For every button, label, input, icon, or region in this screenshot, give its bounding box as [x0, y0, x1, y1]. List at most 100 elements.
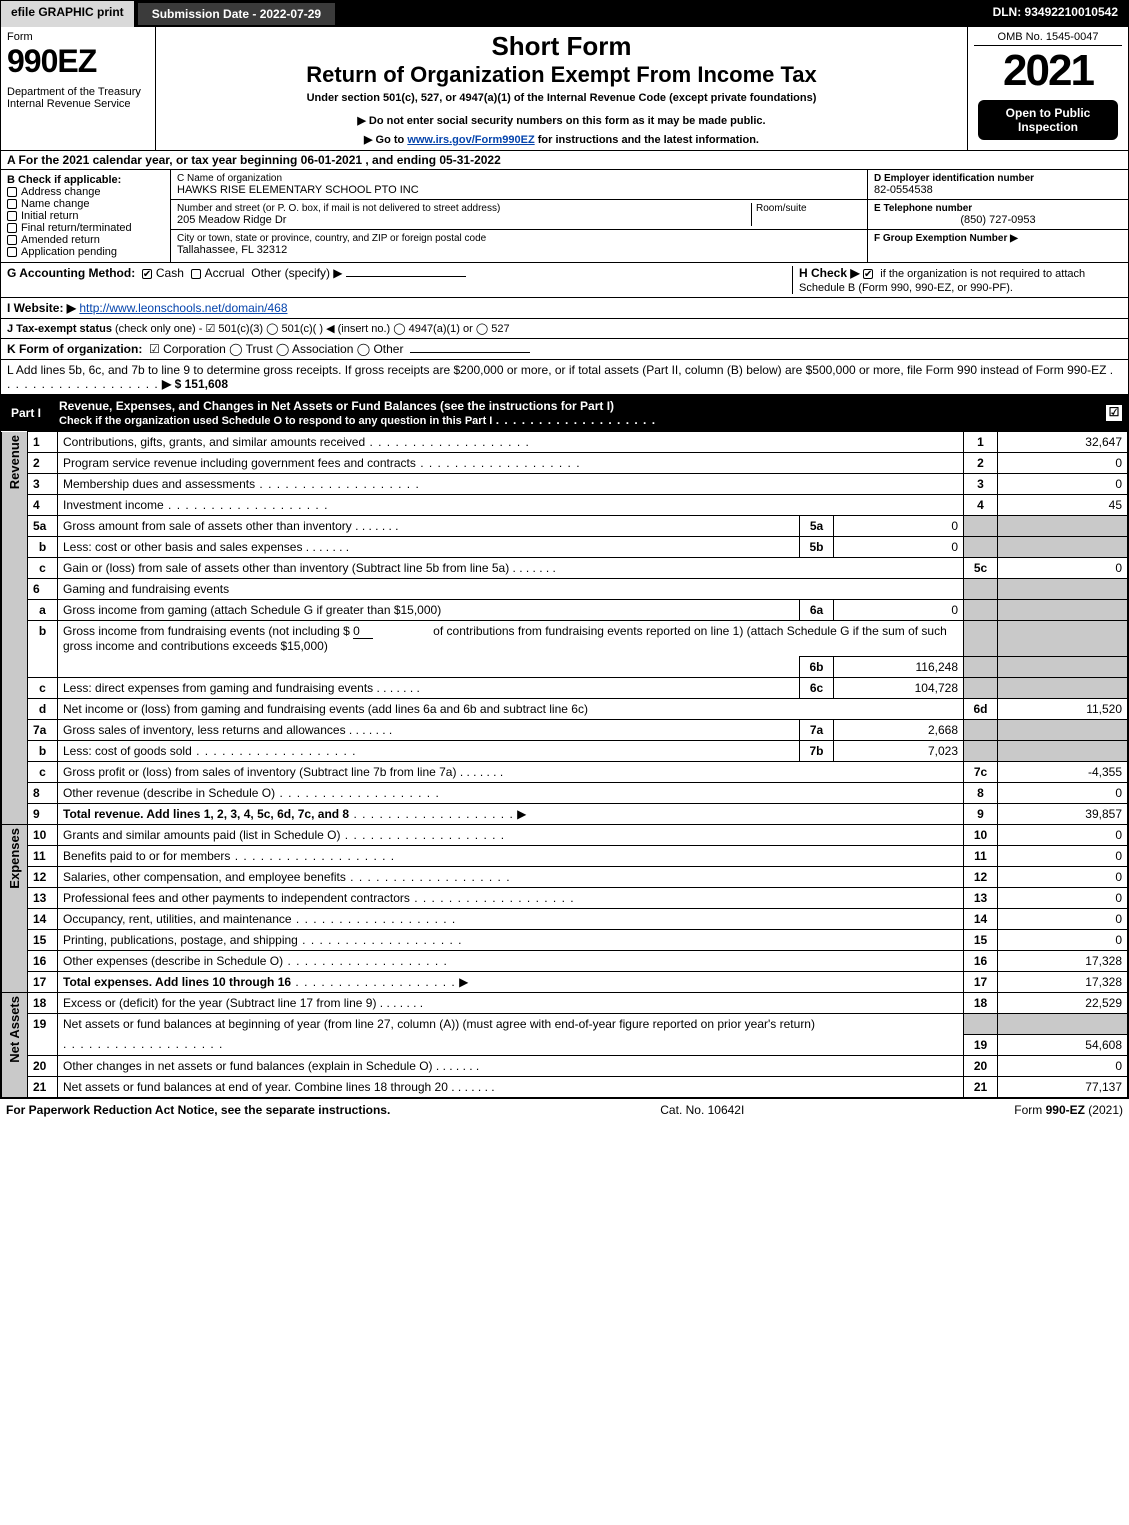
section-i: I Website: ▶ http://www.leonschools.net/…	[1, 298, 1128, 319]
c-city-label: City or town, state or province, country…	[177, 233, 861, 244]
line-desc: Total revenue. Add lines 1, 2, 3, 4, 5c,…	[58, 804, 964, 825]
line-desc: Less: cost or other basis and sales expe…	[58, 537, 800, 558]
c-street-cell: Number and street (or P. O. box, if mail…	[177, 203, 751, 226]
line-rightval: 54,608	[998, 1034, 1128, 1055]
e-row: E Telephone number (850) 727-0953	[868, 200, 1128, 230]
table-row: d Net income or (loss) from gaming and f…	[2, 699, 1128, 720]
line-num: 12	[28, 867, 58, 888]
b-opt-5: Application pending	[7, 246, 164, 258]
part1-checknote: Check if the organization used Schedule …	[59, 415, 492, 427]
line-rightval: 0	[998, 846, 1128, 867]
section-k: K Form of organization: ☑ Corporation ◯ …	[1, 339, 1128, 360]
checkbox-icon[interactable]	[7, 223, 17, 233]
grey-cell	[964, 720, 998, 741]
line-desc: Investment income	[58, 495, 964, 516]
checkbox-icon[interactable]	[863, 269, 873, 279]
grey-cell	[998, 537, 1128, 558]
checkbox-icon[interactable]	[7, 187, 17, 197]
checkbox-icon[interactable]	[142, 269, 152, 279]
table-row: Revenue 1 Contributions, gifts, grants, …	[2, 432, 1128, 453]
table-row: 11 Benefits paid to or for members 11 0	[2, 846, 1128, 867]
line-desc: Net assets or fund balances at beginning…	[58, 1014, 964, 1035]
line-rightval: 39,857	[998, 804, 1128, 825]
table-row: 19 54,608	[2, 1034, 1128, 1055]
line-rightnum: 8	[964, 783, 998, 804]
checkbox-icon[interactable]	[7, 199, 17, 209]
revenue-rotated: Revenue	[7, 435, 22, 489]
part1-label: Part I	[1, 402, 51, 424]
line-desc: Total expenses. Add lines 10 through 16 …	[58, 972, 964, 993]
line-rightval: 17,328	[998, 951, 1128, 972]
checkbox-icon[interactable]	[7, 247, 17, 257]
line-rightnum: 17	[964, 972, 998, 993]
b-opt-0-label: Address change	[21, 186, 101, 198]
dots-icon	[298, 933, 463, 947]
b-opt-2-label: Initial return	[21, 210, 78, 222]
line-rightval: 45	[998, 495, 1128, 516]
line-midnum: 5b	[800, 537, 834, 558]
checkbox-icon[interactable]	[7, 211, 17, 221]
line-midnum: 7a	[800, 720, 834, 741]
line-midval: 104,728	[834, 678, 964, 699]
page-footer: For Paperwork Reduction Act Notice, see …	[0, 1099, 1129, 1121]
dots-icon	[448, 1080, 495, 1094]
g-label: G Accounting Method:	[7, 266, 135, 280]
line-desc: Program service revenue including govern…	[58, 453, 964, 474]
dots-icon	[346, 870, 511, 884]
grey-cell	[964, 621, 998, 657]
k-other-input[interactable]	[410, 352, 530, 353]
footer-right-post: (2021)	[1085, 1103, 1123, 1117]
table-row: 15 Printing, publications, postage, and …	[2, 930, 1128, 951]
g-other-input[interactable]	[346, 276, 466, 277]
line-rightnum: 2	[964, 453, 998, 474]
table-row: 19 Net assets or fund balances at beginn…	[2, 1014, 1128, 1035]
line-rightnum: 4	[964, 495, 998, 516]
line-midnum: 6b	[800, 657, 834, 678]
line-rightval: -4,355	[998, 762, 1128, 783]
lines-table: Revenue 1 Contributions, gifts, grants, …	[1, 431, 1128, 1098]
line-sub: b	[28, 741, 58, 762]
table-row: 7a Gross sales of inventory, less return…	[2, 720, 1128, 741]
line-rightnum: 9	[964, 804, 998, 825]
checkbox-icon[interactable]	[191, 269, 201, 279]
line-num: 7a	[28, 720, 58, 741]
line-num: 8	[28, 783, 58, 804]
goto-pre: ▶ Go to	[364, 134, 407, 146]
header-center: Short Form Return of Organization Exempt…	[156, 27, 968, 150]
checkbox-icon[interactable]	[7, 235, 17, 245]
line-sub: b	[28, 621, 58, 678]
table-row: 21 Net assets or fund balances at end of…	[2, 1076, 1128, 1097]
dots-icon	[456, 765, 503, 779]
netassets-section-label: Net Assets	[2, 993, 28, 1098]
line-sub: d	[28, 699, 58, 720]
line-rightnum: 11	[964, 846, 998, 867]
header-right: OMB No. 1545-0047 2021 Open to Public In…	[968, 27, 1128, 150]
line-rightnum: 20	[964, 1055, 998, 1076]
irs-link[interactable]: www.irs.gov/Form990EZ	[407, 134, 534, 146]
room-label: Room/suite	[756, 203, 861, 214]
line-desc: Contributions, gifts, grants, and simila…	[58, 432, 964, 453]
section-a: A For the 2021 calendar year, or tax yea…	[1, 151, 1128, 170]
line-num: 9	[28, 804, 58, 825]
line-desc: Other expenses (describe in Schedule O)	[58, 951, 964, 972]
line-rightval: 0	[998, 1055, 1128, 1076]
line-desc-spacer	[58, 1034, 964, 1055]
line-rightval: 17,328	[998, 972, 1128, 993]
line-rightval: 11,520	[998, 699, 1128, 720]
line-rightnum: 14	[964, 909, 998, 930]
part1-checkbox[interactable]: ☑	[1106, 405, 1122, 421]
line-num: 14	[28, 909, 58, 930]
line-desc: Professional fees and other payments to …	[58, 888, 964, 909]
line-rightnum: 21	[964, 1076, 998, 1097]
line-rightnum: 7c	[964, 762, 998, 783]
line-desc: Printing, publications, postage, and shi…	[58, 930, 964, 951]
short-form-title: Short Form	[162, 31, 961, 62]
line-midnum: 6c	[800, 678, 834, 699]
grey-cell	[964, 1014, 998, 1035]
line-rightval: 0	[998, 453, 1128, 474]
website-link[interactable]: http://www.leonschools.net/domain/468	[79, 301, 287, 315]
g-other: Other (specify) ▶	[251, 266, 342, 280]
grey-cell	[998, 741, 1128, 762]
table-row: 17 Total expenses. Add lines 10 through …	[2, 972, 1128, 993]
efile-print-button[interactable]: efile GRAPHIC print	[1, 1, 136, 27]
